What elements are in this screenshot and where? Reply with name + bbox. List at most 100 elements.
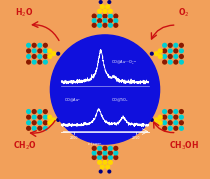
Circle shape <box>173 126 178 131</box>
Circle shape <box>113 150 118 156</box>
Circle shape <box>50 35 160 144</box>
Circle shape <box>100 4 105 9</box>
Circle shape <box>56 52 60 56</box>
Text: CO@Au$^{\delta+}$O$_2^{\delta-}$: CO@Au$^{\delta+}$O$_2^{\delta-}$ <box>111 58 137 67</box>
Circle shape <box>97 13 102 19</box>
Circle shape <box>162 43 167 48</box>
Circle shape <box>99 170 103 174</box>
Circle shape <box>43 109 48 114</box>
Circle shape <box>105 164 110 170</box>
Circle shape <box>102 9 108 14</box>
Circle shape <box>113 23 118 28</box>
Circle shape <box>107 170 111 174</box>
Circle shape <box>102 18 108 23</box>
Circle shape <box>168 59 173 65</box>
Circle shape <box>32 120 37 125</box>
Circle shape <box>97 146 102 151</box>
Circle shape <box>108 160 113 165</box>
Circle shape <box>26 115 31 120</box>
Circle shape <box>92 23 97 28</box>
Circle shape <box>92 13 97 19</box>
Circle shape <box>105 4 110 9</box>
Circle shape <box>32 48 37 54</box>
Circle shape <box>162 54 167 59</box>
Circle shape <box>32 54 37 59</box>
Circle shape <box>108 155 113 160</box>
Circle shape <box>168 109 173 114</box>
Circle shape <box>37 115 42 120</box>
Circle shape <box>179 120 184 125</box>
Circle shape <box>158 115 163 120</box>
Circle shape <box>173 59 178 65</box>
Circle shape <box>100 164 105 170</box>
Circle shape <box>47 48 52 54</box>
Circle shape <box>113 155 118 160</box>
Circle shape <box>26 43 31 48</box>
Circle shape <box>32 126 37 131</box>
Circle shape <box>32 59 37 65</box>
Text: $\nu$ / cm$^{-1}$: $\nu$ / cm$^{-1}$ <box>87 141 102 148</box>
Circle shape <box>97 150 102 156</box>
Circle shape <box>162 48 167 54</box>
Circle shape <box>179 54 184 59</box>
Circle shape <box>162 59 167 65</box>
Circle shape <box>168 54 173 59</box>
Text: 2000: 2000 <box>70 136 78 139</box>
Circle shape <box>113 146 118 151</box>
Text: O$_2$: O$_2$ <box>178 6 189 19</box>
Circle shape <box>154 51 159 56</box>
Circle shape <box>43 115 48 120</box>
Circle shape <box>179 48 184 54</box>
Text: H$_2$O: H$_2$O <box>15 6 34 19</box>
Circle shape <box>162 120 167 125</box>
Circle shape <box>43 43 48 48</box>
Circle shape <box>47 54 52 59</box>
Circle shape <box>168 43 173 48</box>
Circle shape <box>162 109 167 114</box>
Circle shape <box>32 115 37 120</box>
Circle shape <box>37 126 42 131</box>
Circle shape <box>179 115 184 120</box>
Circle shape <box>113 18 118 23</box>
Circle shape <box>92 150 97 156</box>
Circle shape <box>102 146 108 151</box>
Circle shape <box>37 120 42 125</box>
Circle shape <box>179 59 184 65</box>
Circle shape <box>51 117 56 123</box>
Circle shape <box>102 23 108 28</box>
Circle shape <box>108 23 113 28</box>
Circle shape <box>162 126 167 131</box>
Circle shape <box>97 18 102 23</box>
Circle shape <box>92 155 97 160</box>
Circle shape <box>168 115 173 120</box>
Circle shape <box>179 126 184 131</box>
Circle shape <box>168 48 173 54</box>
Circle shape <box>51 51 56 56</box>
Text: 2250: 2250 <box>132 136 140 139</box>
Circle shape <box>37 109 42 114</box>
Circle shape <box>37 43 42 48</box>
Circle shape <box>26 48 31 54</box>
Circle shape <box>150 118 154 122</box>
Circle shape <box>97 155 102 160</box>
Circle shape <box>56 118 60 122</box>
Circle shape <box>26 54 31 59</box>
Circle shape <box>173 48 178 54</box>
Circle shape <box>47 115 52 120</box>
Circle shape <box>108 18 113 23</box>
Circle shape <box>47 120 52 125</box>
Text: CH$_2$O: CH$_2$O <box>13 140 36 152</box>
Circle shape <box>158 54 163 59</box>
Circle shape <box>43 54 48 59</box>
Circle shape <box>43 126 48 131</box>
Circle shape <box>37 59 42 65</box>
Circle shape <box>99 0 103 4</box>
Circle shape <box>108 146 113 151</box>
Circle shape <box>113 13 118 19</box>
Text: CO@TiO$_2$: CO@TiO$_2$ <box>111 97 129 104</box>
Circle shape <box>102 160 108 165</box>
Circle shape <box>179 109 184 114</box>
Circle shape <box>26 120 31 125</box>
Text: CO@Au$^0$: CO@Au$^0$ <box>64 97 80 104</box>
Circle shape <box>102 155 108 160</box>
